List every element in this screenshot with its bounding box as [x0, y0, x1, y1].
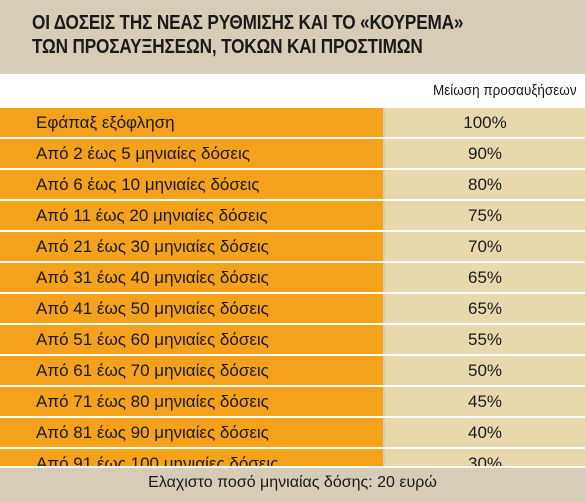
- table-body: Εφάπαξ εξόφληση 100% Από 2 έως 5 μηνιαίες …: [0, 106, 585, 478]
- header-empty-cell: [0, 74, 383, 106]
- table-row: Από 81 έως 90 μηνιαίες δόσεις 40%: [0, 416, 585, 447]
- row-label: Από 21 έως 30 μηνιαίες δόσεις: [36, 237, 269, 256]
- footer-note-row: Ελαχιστο ποσό μηνιαίας δόσης: 20 ευρώ: [0, 466, 585, 502]
- row-value-cell: 100%: [385, 108, 585, 137]
- row-value-cell: 65%: [385, 294, 585, 323]
- table-row: Από 6 έως 10 μηνιαίες δόσεις 80%: [0, 168, 585, 199]
- row-value: 100%: [463, 113, 507, 132]
- header-value-cell: Μείωση προσαυξήσεων: [383, 74, 585, 106]
- title-line-1: ΟΙ ΔΟΣΕΙΣ ΤΗΣ ΝΕΑΣ ΡΥΘΜΙΣΗΣ ΚΑΙ ΤΟ «ΚΟΥΡ…: [32, 12, 464, 34]
- row-label-cell: Από 31 έως 40 μηνιαίες δόσεις: [0, 263, 383, 292]
- table-row: Από 21 έως 30 μηνιαίες δόσεις 70%: [0, 230, 585, 261]
- row-label-cell: Από 2 έως 5 μηνιαίες δόσεις: [0, 139, 383, 168]
- footer-note: Ελαχιστο ποσό μηνιαίας δόσης: 20 ευρώ: [148, 474, 437, 491]
- row-label: Από 51 έως 60 μηνιαίες δόσεις: [36, 330, 269, 349]
- row-value: 40%: [467, 423, 503, 442]
- table-row: Από 51 έως 60 μηνιαίες δόσεις 55%: [0, 323, 585, 354]
- table-row: Εφάπαξ εξόφληση 100%: [0, 106, 585, 137]
- row-label: Από 41 έως 50 μηνιαίες δόσεις: [36, 299, 269, 318]
- row-label-cell: Από 6 έως 10 μηνιαίες δόσεις: [0, 170, 383, 199]
- row-label: Εφάπαξ εξόφληση: [36, 113, 175, 132]
- row-label: Από 2 έως 5 μηνιαίες δόσεις: [36, 144, 250, 163]
- title-line-2: ΤΩΝ ΠΡΟΣΑΥΞΗΣΕΩΝ, ΤΟΚΩΝ ΚΑΙ ΠΡΟΣΤΙΜΩΝ: [32, 36, 423, 58]
- row-value: 90%: [467, 144, 503, 163]
- row-label: Από 31 έως 40 μηνιαίες δόσεις: [36, 268, 269, 287]
- row-label-cell: Από 61 έως 70 μηνιαίες δόσεις: [0, 356, 383, 385]
- row-value-cell: 80%: [385, 170, 585, 199]
- table-row: Από 41 έως 50 μηνιαίες δόσεις 65%: [0, 292, 585, 323]
- row-value-cell: 65%: [385, 263, 585, 292]
- row-value-cell: 75%: [385, 201, 585, 230]
- row-label-cell: Από 51 έως 60 μηνιαίες δόσεις: [0, 325, 383, 354]
- row-label-cell: Από 21 έως 30 μηνιαίες δόσεις: [0, 232, 383, 261]
- row-value-cell: 70%: [385, 232, 585, 261]
- row-value-cell: 50%: [385, 356, 585, 385]
- row-label-cell: Από 11 έως 20 μηνιαίες δόσεις: [0, 201, 383, 230]
- row-value-cell: 40%: [385, 418, 585, 447]
- table-row: Από 71 έως 80 μηνιαίες δόσεις 45%: [0, 385, 585, 416]
- table-row: Από 61 έως 70 μηνιαίες δόσεις 50%: [0, 354, 585, 385]
- row-value: 70%: [467, 237, 503, 256]
- row-label-cell: Από 71 έως 80 μηνιαίες δόσεις: [0, 387, 383, 416]
- title-block: ΟΙ ΔΟΣΕΙΣ ΤΗΣ ΝΕΑΣ ΡΥΘΜΙΣΗΣ ΚΑΙ ΤΟ «ΚΟΥΡ…: [0, 0, 585, 74]
- row-value: 50%: [467, 361, 503, 380]
- column-header: Μείωση προσαυξήσεων: [433, 82, 577, 99]
- row-label-cell: Από 81 έως 90 μηνιαίες δόσεις: [0, 418, 383, 447]
- row-value: 80%: [467, 175, 503, 194]
- table-row: Από 31 έως 40 μηνιαίες δόσεις 65%: [0, 261, 585, 292]
- row-label-cell: Από 41 έως 50 μηνιαίες δόσεις: [0, 294, 383, 323]
- table-row: Από 2 έως 5 μηνιαίες δόσεις 90%: [0, 137, 585, 168]
- row-label: Από 11 έως 20 μηνιαίες δόσεις: [36, 206, 268, 225]
- row-value: 65%: [467, 299, 503, 318]
- row-label: Από 61 έως 70 μηνιαίες δόσεις: [36, 361, 269, 380]
- table-row: Από 11 έως 20 μηνιαίες δόσεις 75%: [0, 199, 585, 230]
- row-value-cell: 55%: [385, 325, 585, 354]
- row-label: Από 81 έως 90 μηνιαίες δόσεις: [36, 423, 269, 442]
- row-value: 75%: [467, 206, 503, 225]
- table-header-row: Μείωση προσαυξήσεων: [0, 74, 585, 106]
- row-value: 45%: [467, 392, 503, 411]
- row-value: 65%: [467, 268, 503, 287]
- row-value-cell: 90%: [385, 139, 585, 168]
- row-value: 55%: [467, 330, 503, 349]
- row-label: Από 71 έως 80 μηνιαίες δόσεις: [36, 392, 269, 411]
- row-label-cell: Εφάπαξ εξόφληση: [0, 108, 383, 137]
- row-value-cell: 45%: [385, 387, 585, 416]
- row-label: Από 6 έως 10 μηνιαίες δόσεις: [36, 175, 260, 194]
